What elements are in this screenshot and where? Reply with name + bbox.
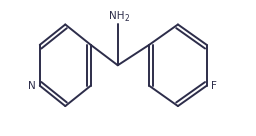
Text: 2: 2 [125,14,130,24]
Text: NH: NH [109,11,124,21]
Text: F: F [211,81,217,91]
Text: N: N [28,81,36,91]
